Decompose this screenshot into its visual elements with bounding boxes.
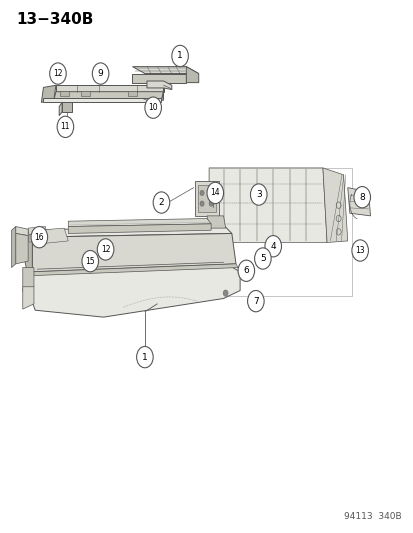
- Text: 12: 12: [101, 245, 110, 254]
- Polygon shape: [56, 85, 163, 92]
- Polygon shape: [209, 168, 326, 243]
- Circle shape: [136, 346, 153, 368]
- Circle shape: [50, 63, 66, 84]
- Text: 5: 5: [259, 254, 265, 263]
- Circle shape: [223, 290, 228, 296]
- Bar: [128, 91, 137, 96]
- Polygon shape: [206, 216, 225, 228]
- Polygon shape: [23, 268, 34, 292]
- Polygon shape: [132, 67, 198, 74]
- Text: 9: 9: [97, 69, 103, 78]
- Text: 3: 3: [255, 190, 261, 199]
- Polygon shape: [41, 85, 56, 102]
- Text: 6: 6: [243, 266, 249, 275]
- Text: 1: 1: [142, 353, 147, 361]
- Polygon shape: [37, 228, 68, 244]
- Polygon shape: [322, 168, 347, 243]
- Circle shape: [206, 182, 223, 204]
- Bar: [81, 91, 90, 96]
- Text: 13: 13: [354, 246, 364, 255]
- Polygon shape: [197, 185, 216, 212]
- Polygon shape: [59, 102, 62, 116]
- Polygon shape: [68, 219, 211, 227]
- Polygon shape: [12, 227, 16, 268]
- Text: 13−340B: 13−340B: [17, 12, 94, 27]
- Polygon shape: [347, 188, 370, 216]
- Polygon shape: [31, 262, 240, 317]
- Polygon shape: [27, 230, 32, 272]
- Circle shape: [247, 290, 263, 312]
- Text: 2: 2: [158, 198, 164, 207]
- Polygon shape: [62, 102, 72, 112]
- Circle shape: [237, 260, 254, 281]
- Circle shape: [209, 190, 213, 196]
- Polygon shape: [147, 81, 171, 90]
- Circle shape: [353, 187, 370, 208]
- Circle shape: [92, 63, 109, 84]
- Circle shape: [351, 240, 368, 261]
- Polygon shape: [194, 181, 219, 216]
- Bar: [60, 91, 69, 96]
- Circle shape: [57, 116, 74, 138]
- Circle shape: [199, 190, 204, 196]
- Polygon shape: [32, 264, 237, 276]
- Polygon shape: [54, 92, 163, 100]
- Polygon shape: [29, 233, 46, 242]
- Polygon shape: [28, 227, 46, 235]
- Polygon shape: [16, 227, 28, 236]
- Circle shape: [264, 236, 281, 257]
- Circle shape: [250, 184, 266, 205]
- Polygon shape: [32, 233, 235, 272]
- Polygon shape: [161, 85, 163, 100]
- Circle shape: [153, 192, 169, 213]
- Polygon shape: [23, 287, 34, 309]
- Text: 11: 11: [61, 123, 70, 131]
- Circle shape: [171, 45, 188, 67]
- Circle shape: [254, 248, 271, 269]
- Circle shape: [199, 201, 204, 206]
- Polygon shape: [25, 230, 32, 272]
- Text: 7: 7: [252, 297, 258, 305]
- Text: 1: 1: [177, 52, 183, 60]
- Polygon shape: [132, 74, 186, 83]
- Text: 8: 8: [358, 193, 364, 201]
- Circle shape: [209, 201, 213, 206]
- Text: 94113  340B: 94113 340B: [343, 512, 401, 521]
- Text: 15: 15: [85, 257, 95, 265]
- Text: 16: 16: [34, 233, 44, 241]
- Circle shape: [145, 97, 161, 118]
- Polygon shape: [27, 225, 231, 237]
- Text: 4: 4: [270, 242, 275, 251]
- Circle shape: [97, 239, 114, 260]
- Circle shape: [31, 227, 47, 248]
- Text: 14: 14: [210, 189, 220, 197]
- Polygon shape: [16, 233, 28, 264]
- Polygon shape: [43, 98, 161, 102]
- Text: 10: 10: [148, 103, 158, 112]
- Circle shape: [82, 251, 98, 272]
- Polygon shape: [68, 224, 211, 233]
- Polygon shape: [186, 67, 198, 83]
- Text: 12: 12: [53, 69, 62, 78]
